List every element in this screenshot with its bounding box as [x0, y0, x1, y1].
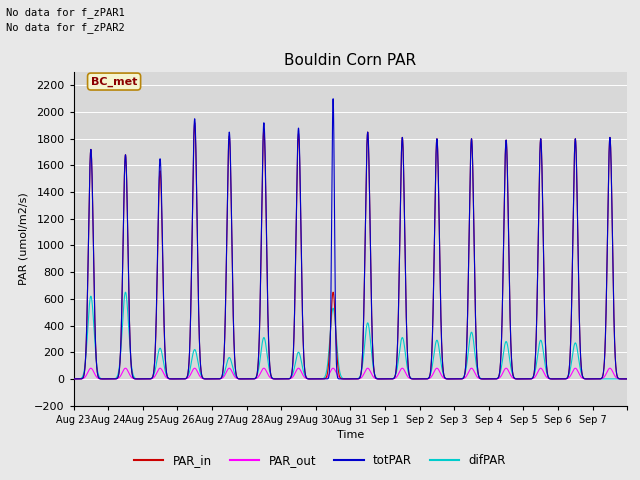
Text: No data for f_zPAR2: No data for f_zPAR2	[6, 22, 125, 33]
Legend: PAR_in, PAR_out, totPAR, difPAR: PAR_in, PAR_out, totPAR, difPAR	[129, 449, 511, 472]
X-axis label: Time: Time	[337, 430, 364, 440]
Text: BC_met: BC_met	[91, 76, 137, 87]
Title: Bouldin Corn PAR: Bouldin Corn PAR	[284, 53, 417, 68]
Text: No data for f_zPAR1: No data for f_zPAR1	[6, 7, 125, 18]
Y-axis label: PAR (umol/m2/s): PAR (umol/m2/s)	[19, 192, 29, 285]
